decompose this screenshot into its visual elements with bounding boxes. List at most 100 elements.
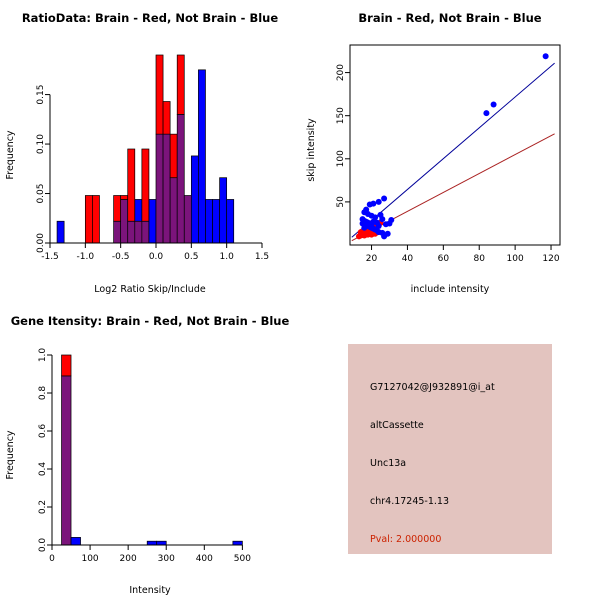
panel-gene-intensity-histogram: Gene Itensity: Brain - Red, Not Brain - … xyxy=(0,300,300,600)
scatter-data-points xyxy=(355,53,549,240)
y-tick-label: 0.6 xyxy=(38,424,48,439)
histogram-bar xyxy=(56,220,65,244)
histogram-bar-overlap xyxy=(113,220,122,244)
histogram-bar xyxy=(141,148,150,222)
scatter-point xyxy=(542,53,549,60)
x-tick-label: 0.5 xyxy=(184,252,198,262)
x-tick-label: 1.5 xyxy=(255,252,269,262)
scatter-point xyxy=(375,198,382,205)
ratio-histogram-svg: -1.5 -1.0 -0.5 0.0 0.5 1.0 1.5 0.00 0.05 0.10 0.15… xyxy=(5,54,269,295)
x-tick-label: -1.5 xyxy=(41,252,59,262)
scatter-x-axis-label: include intensity xyxy=(411,284,490,295)
histogram-bar xyxy=(148,199,157,244)
y-tick-label: 0.05 xyxy=(36,184,46,204)
x-tick-label: 200 xyxy=(120,554,137,564)
ratio-x-axis-label: Log2 Ratio Skip/Include xyxy=(94,284,206,295)
gene-histogram-bars xyxy=(61,354,243,546)
histogram-bar xyxy=(169,133,178,179)
event-type-text: altCassette xyxy=(370,420,424,431)
gene-symbol-text: Unc13a xyxy=(370,458,407,469)
y-tick-label: 100 xyxy=(336,150,346,167)
histogram-bar-overlap xyxy=(127,220,136,244)
panel-intensity-scatter: Brain - Red, Not Brain - Blue 20 40 60 80 10… xyxy=(300,0,600,300)
scatter-point xyxy=(384,230,391,237)
y-tick-label: 1.0 xyxy=(38,348,48,363)
histogram-bar xyxy=(70,537,81,546)
x-tick-label: 100 xyxy=(81,554,98,564)
histogram-bar xyxy=(84,195,93,244)
scatter-point xyxy=(490,101,497,108)
histogram-bar xyxy=(198,69,206,244)
annotation-box: G7127042@J932891@i_at altCassette Unc13a… xyxy=(348,344,552,554)
histogram-bar-overlap xyxy=(120,199,129,244)
histogram-bar xyxy=(226,199,235,244)
x-tick-label: 500 xyxy=(234,554,251,564)
scatter-svg: 20 40 60 80 100 120 50 100 150 200 include intens… xyxy=(306,44,561,295)
y-tick-label: 0.10 xyxy=(36,134,46,154)
x-tick-label: 40 xyxy=(402,254,414,264)
scatter-title: Brain - Red, Not Brain - Blue xyxy=(358,11,542,25)
histogram-bar xyxy=(92,195,100,244)
scatter-axes: 20 40 60 80 100 120 50 100 150 200 xyxy=(336,64,560,264)
histogram-bar-overlap xyxy=(61,375,72,546)
histogram-bar xyxy=(120,195,129,200)
y-tick-label: 150 xyxy=(336,107,346,124)
y-tick-label: 50 xyxy=(336,196,346,208)
histogram-bar xyxy=(113,195,122,222)
x-tick-label: 60 xyxy=(438,254,450,264)
histogram-bar xyxy=(61,354,72,377)
x-tick-label: 300 xyxy=(158,554,175,564)
x-tick-label: 1.0 xyxy=(220,252,235,262)
scatter-point xyxy=(388,217,395,223)
histogram-bar-overlap xyxy=(134,220,143,244)
x-tick-label: 400 xyxy=(196,554,213,564)
x-tick-label: 80 xyxy=(474,254,486,264)
histogram-bar-overlap xyxy=(141,220,150,244)
gene-histogram-title: Gene Itensity: Brain - Red, Not Brain - … xyxy=(10,314,290,328)
x-tick-label: 0 xyxy=(49,554,55,564)
histogram-bar xyxy=(134,199,143,222)
x-tick-label: 20 xyxy=(366,254,378,264)
gene-histogram-svg: 0 100 200 300 400 500 0.0 0.2 0.4 0.6 0.8 1.0 Inten… xyxy=(5,348,251,596)
histogram-bar-overlap xyxy=(169,177,178,244)
scatter-point xyxy=(381,195,388,202)
scatter-point xyxy=(379,216,386,223)
histogram-bar xyxy=(155,54,164,135)
histogram-bar xyxy=(205,199,213,244)
histogram-bar xyxy=(156,540,167,546)
scatter-point xyxy=(483,110,490,117)
locus-text: chr4.17245-1.13 xyxy=(370,496,450,507)
histogram-bar xyxy=(232,540,243,546)
scatter-point xyxy=(361,224,368,231)
x-tick-label: -0.5 xyxy=(112,252,130,262)
scatter-y-axis-label: skip intensity xyxy=(306,118,317,182)
y-tick-label: 0.8 xyxy=(38,386,48,401)
x-tick-label: 0.0 xyxy=(149,252,164,262)
regression-line xyxy=(351,62,555,238)
histogram-bar-overlap xyxy=(155,133,164,244)
scatter-point xyxy=(379,229,386,236)
y-tick-label: 0.4 xyxy=(38,462,48,477)
ratio-histogram-title: RatioData: Brain - Red, Not Brain - Blue xyxy=(21,11,279,25)
histogram-bar-overlap xyxy=(176,114,185,244)
scatter-point xyxy=(366,201,373,208)
x-tick-label: 120 xyxy=(542,254,559,264)
panel-ratio-histogram: RatioData: Brain - Red, Not Brain - Blue… xyxy=(0,0,300,300)
histogram-bar xyxy=(162,101,171,135)
histogram-bar xyxy=(146,540,158,546)
x-tick-label: -1.0 xyxy=(77,252,95,262)
y-tick-label: 0.00 xyxy=(36,233,46,253)
gene-y-axis-label: Frequency xyxy=(5,430,16,479)
y-tick-label: 0.15 xyxy=(36,85,46,105)
y-tick-label: 200 xyxy=(336,64,346,81)
histogram-bar xyxy=(190,155,199,244)
probe-id-text: G7127042@J932891@i_at xyxy=(370,382,495,393)
gene-x-axis-label: Intensity xyxy=(129,585,171,596)
scatter-point xyxy=(357,229,364,236)
histogram-bar xyxy=(127,148,136,222)
x-tick-label: 100 xyxy=(507,254,524,264)
histogram-bar xyxy=(176,54,185,115)
ratio-histogram-axes: -1.5 -1.0 -0.5 0.0 0.5 1.0 1.5 0.00 0.05 0.10 0.15 xyxy=(36,85,269,262)
y-tick-label: 0.2 xyxy=(38,500,48,514)
